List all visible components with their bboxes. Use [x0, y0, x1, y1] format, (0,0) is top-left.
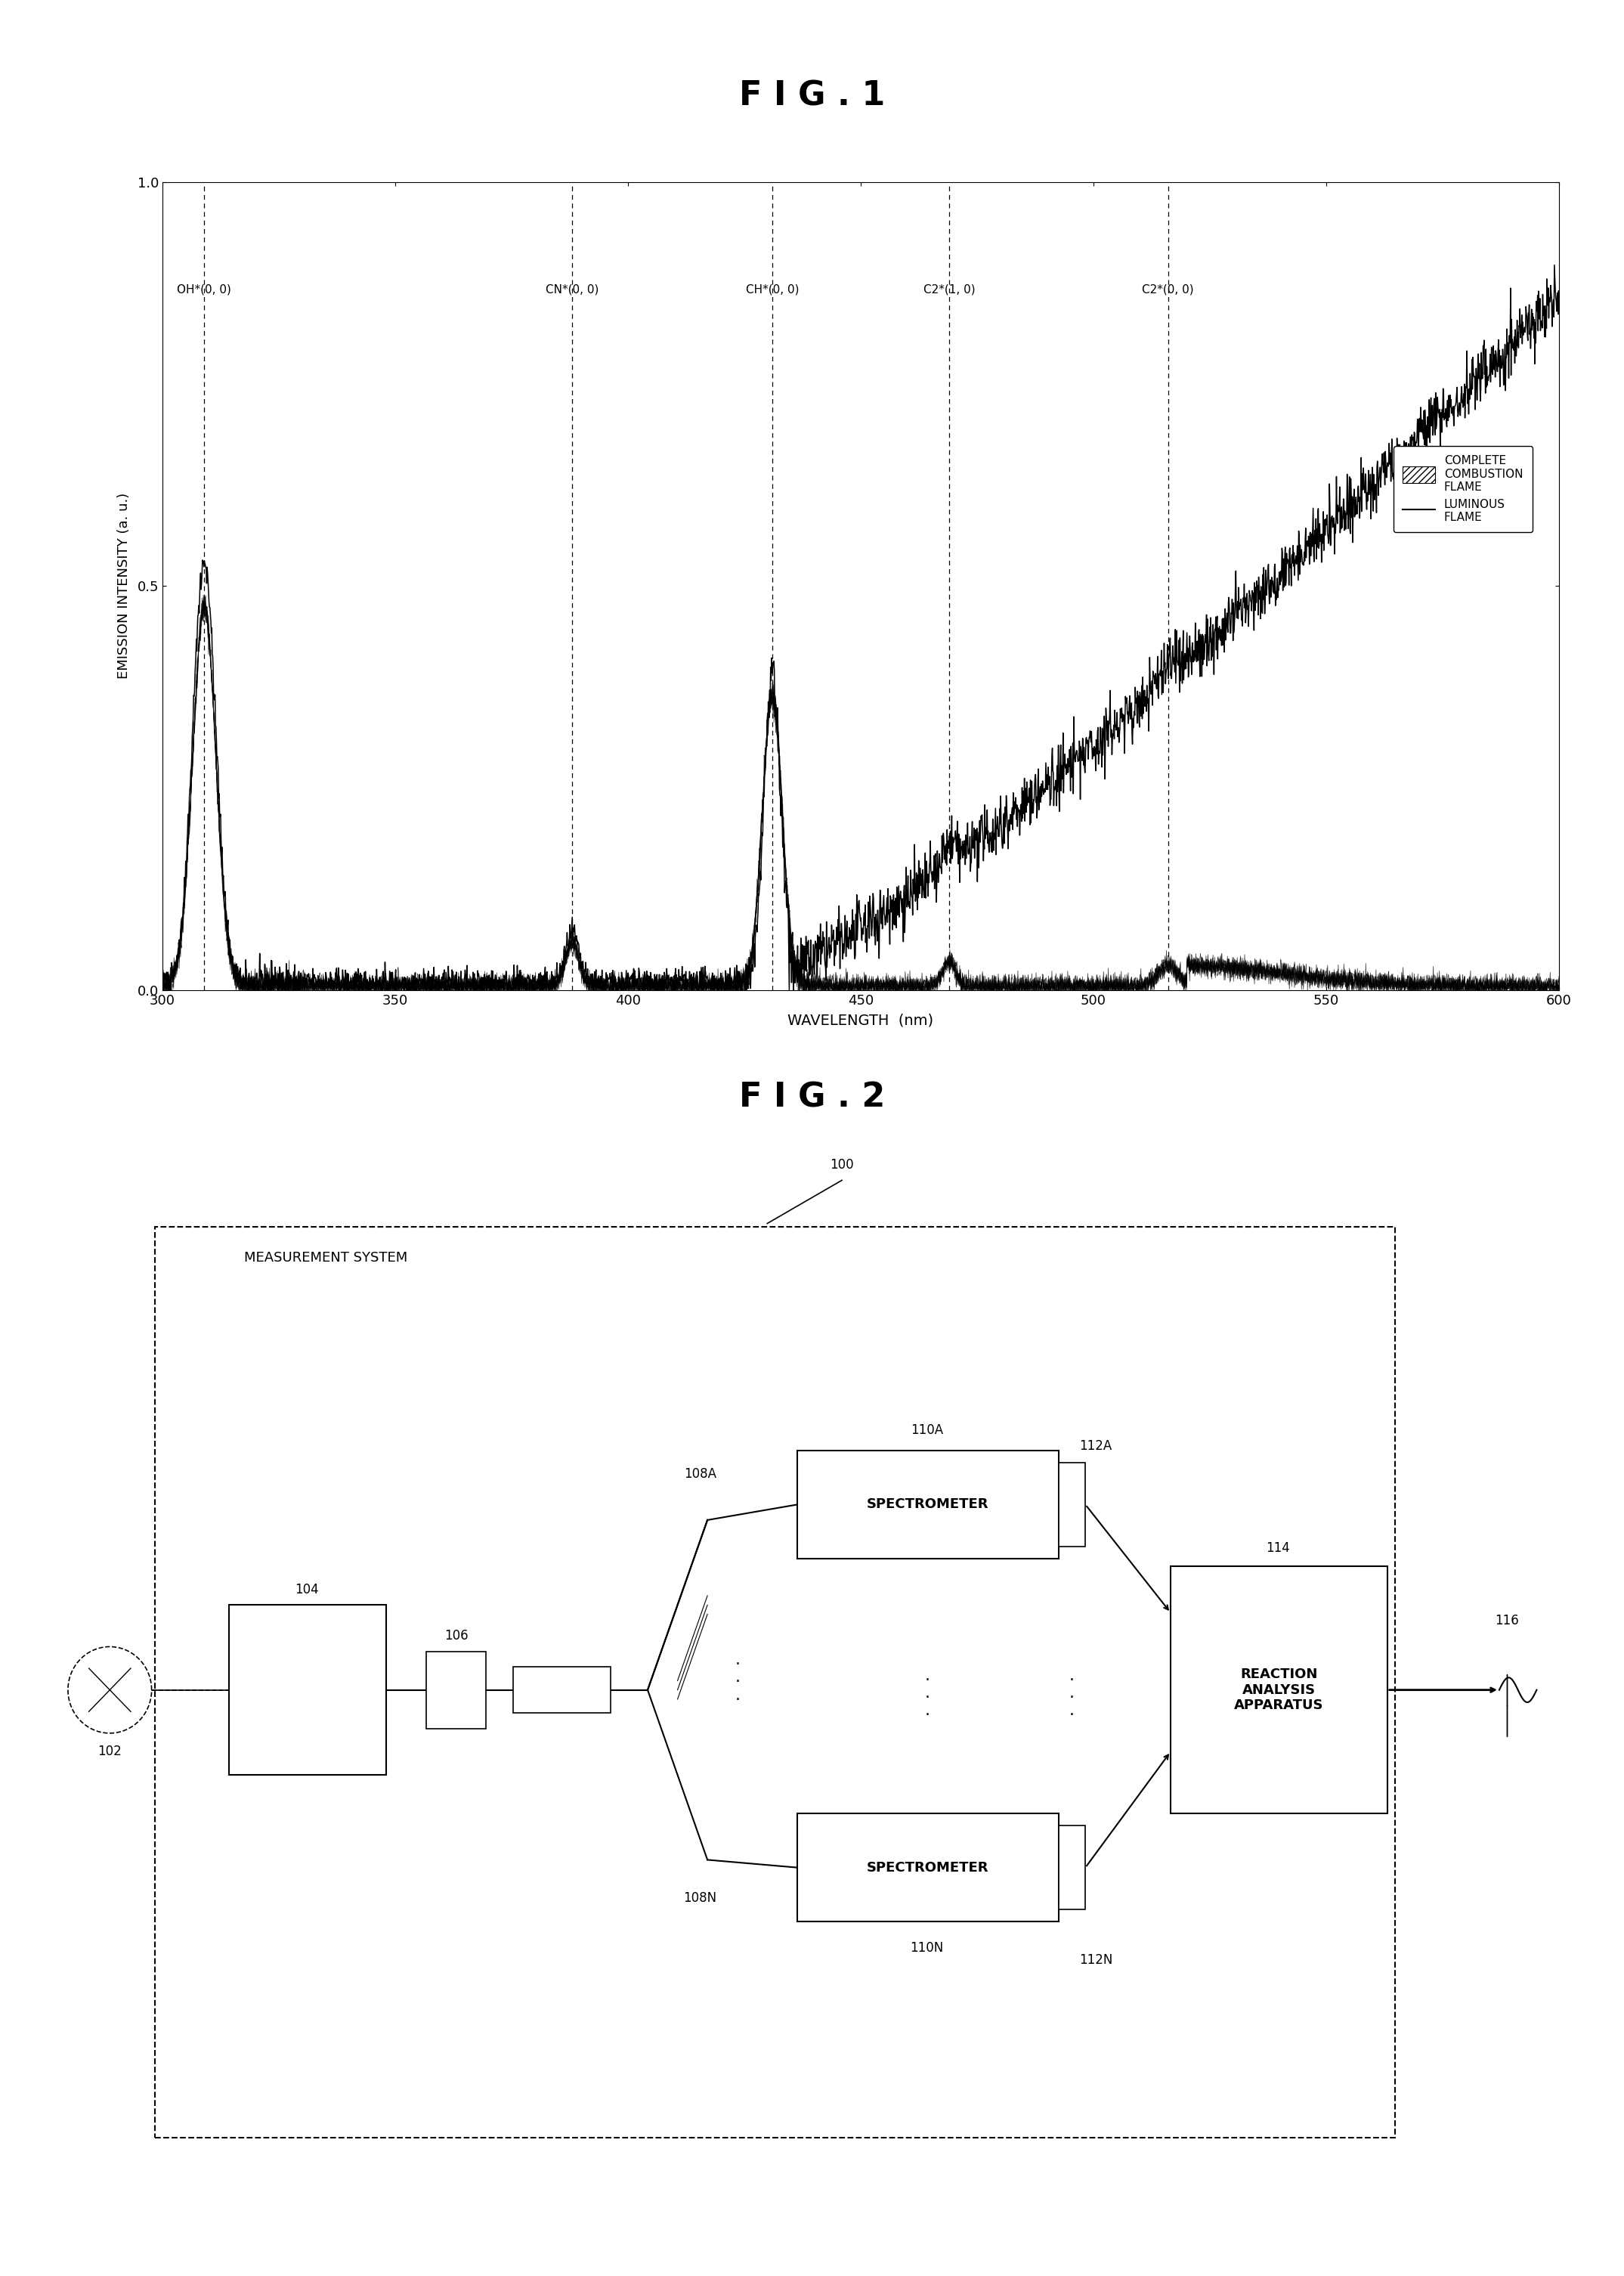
Bar	[797, 1450, 1059, 1559]
Text: 114: 114	[1267, 1541, 1289, 1555]
Text: SPECTROMETER: SPECTROMETER	[867, 1862, 989, 1875]
Text: ·
·
·: · · ·	[1069, 1673, 1075, 1723]
Text: CH*(0, 0): CH*(0, 0)	[745, 284, 799, 296]
Text: MEASUREMENT SYSTEM: MEASUREMENT SYSTEM	[244, 1252, 408, 1263]
Text: C2*(1, 0): C2*(1, 0)	[922, 284, 974, 296]
Bar	[1171, 1566, 1387, 1814]
Text: SPECTROMETER: SPECTROMETER	[867, 1498, 989, 1511]
Y-axis label: EMISSION INTENSITY (a. u.): EMISSION INTENSITY (a. u.)	[117, 494, 132, 678]
Text: ·
·
·: · · ·	[924, 1673, 929, 1723]
X-axis label: WAVELENGTH  (nm): WAVELENGTH (nm)	[788, 1013, 934, 1029]
Text: 102: 102	[97, 1746, 122, 1759]
Bar	[797, 1814, 1059, 1921]
Text: 116: 116	[1494, 1614, 1518, 1627]
Text: OH*(0, 0): OH*(0, 0)	[177, 284, 232, 296]
Text: F I G . 2: F I G . 2	[739, 1081, 885, 1113]
Text: ·
·
·: · · ·	[734, 1657, 741, 1707]
Text: 112N: 112N	[1078, 1953, 1112, 1966]
Bar	[513, 1666, 611, 1714]
Text: 108A: 108A	[684, 1468, 716, 1479]
Text: 112A: 112A	[1080, 1438, 1112, 1452]
Bar	[154, 1227, 1395, 2137]
Bar	[427, 1652, 486, 1727]
Text: 100: 100	[830, 1158, 854, 1172]
Text: 110N: 110N	[911, 1941, 944, 1955]
Text: 104: 104	[296, 1582, 318, 1595]
Bar	[1059, 1825, 1085, 1910]
Bar	[229, 1605, 387, 1775]
Text: REACTION
ANALYSIS
APPARATUS: REACTION ANALYSIS APPARATUS	[1234, 1668, 1324, 1712]
Text: C2*(0, 0): C2*(0, 0)	[1142, 284, 1194, 296]
Text: F I G . 1: F I G . 1	[739, 80, 885, 112]
Legend: COMPLETE
COMBUSTION
FLAME, LUMINOUS
FLAME: COMPLETE COMBUSTION FLAME, LUMINOUS FLAM…	[1393, 446, 1533, 533]
Bar	[1059, 1463, 1085, 1545]
Text: 106: 106	[445, 1630, 468, 1643]
Text: CN*(0, 0): CN*(0, 0)	[546, 284, 599, 296]
Text: 110A: 110A	[911, 1425, 944, 1436]
Text: 108N: 108N	[684, 1891, 716, 1905]
